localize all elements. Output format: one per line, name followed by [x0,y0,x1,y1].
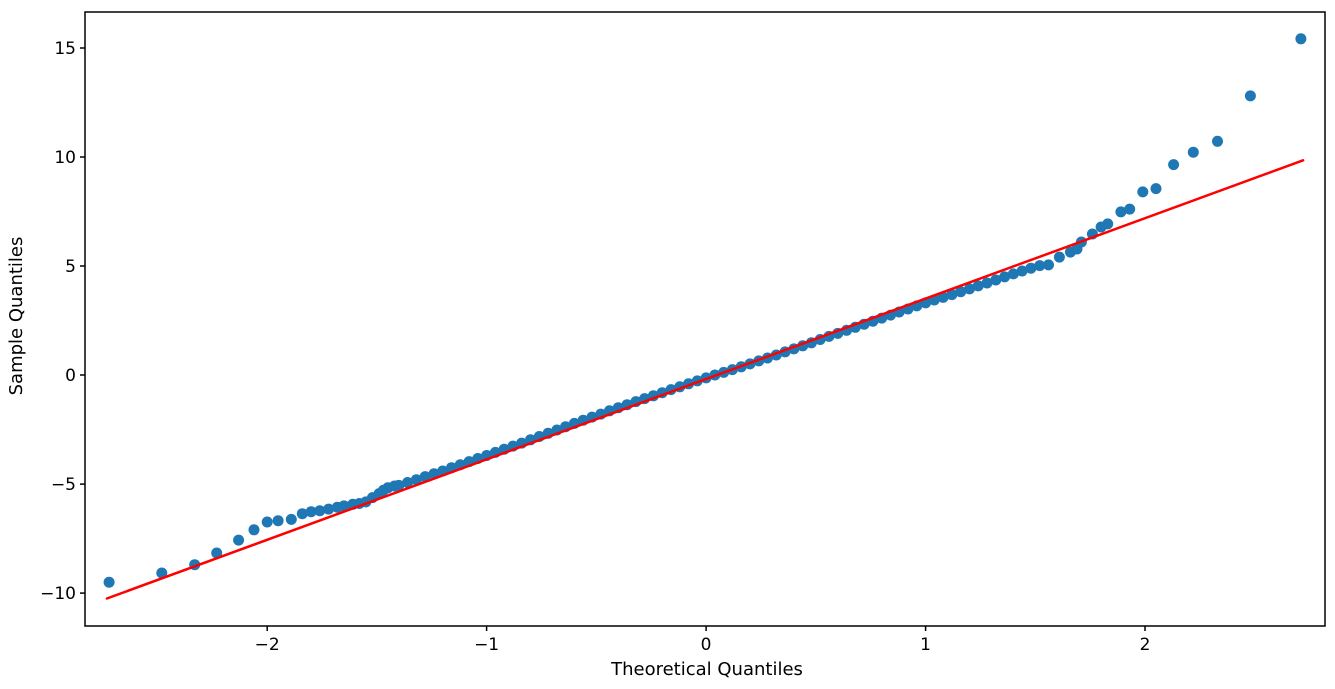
data-point [103,576,115,588]
data-point [946,289,958,301]
y-tick-label: 0 [65,366,76,386]
data-point [261,516,273,528]
data-point [937,291,949,303]
x-tick-label: 2 [1140,635,1151,655]
data-point [305,506,317,518]
x-tick-label: 1 [920,635,931,655]
data-point [1007,268,1019,280]
reference-line [105,159,1305,600]
y-tick-label: 15 [54,39,76,59]
data-point [1124,203,1136,215]
x-tick-label: −2 [255,635,280,655]
data-point [1043,259,1054,271]
data-point [972,280,984,292]
data-point [211,547,223,559]
y-tick-label: 5 [65,257,76,277]
x-tick-label: −1 [474,635,499,655]
data-point [314,505,326,517]
data-point [410,474,422,486]
x-axis-label: Theoretical Quantiles [610,659,803,680]
data-point [1244,90,1256,102]
data-point [285,513,297,525]
data-point [1187,146,1199,158]
data-point [1034,260,1046,272]
data-point [156,567,168,579]
data-point [964,283,975,295]
data-point [1115,206,1127,218]
data-point [248,524,260,536]
data-point [1168,159,1180,171]
data-point [999,271,1011,283]
y-tick-label: 10 [54,148,76,168]
y-tick-label: −5 [51,475,76,495]
data-point [955,286,967,298]
data-point [1053,251,1065,263]
x-tick-label: 0 [701,635,712,655]
data-point [402,477,414,488]
data-point [1295,33,1307,45]
data-point [419,471,431,483]
data-point [1212,135,1223,147]
data-point [272,515,284,527]
data-point [1025,262,1037,274]
data-point [1150,183,1162,195]
data-point [1102,218,1114,230]
data-point [990,274,1002,286]
data-point [323,503,335,515]
data-point [233,534,245,546]
plot-frame [84,11,1326,627]
y-axis-label: Sample Quantiles [6,237,27,396]
y-tick-label: −10 [40,584,76,604]
data-point [296,508,308,520]
data-point [393,479,405,491]
data-point [338,500,350,512]
data-point [1137,186,1149,198]
data-point [1016,265,1028,277]
data-point [981,277,993,289]
